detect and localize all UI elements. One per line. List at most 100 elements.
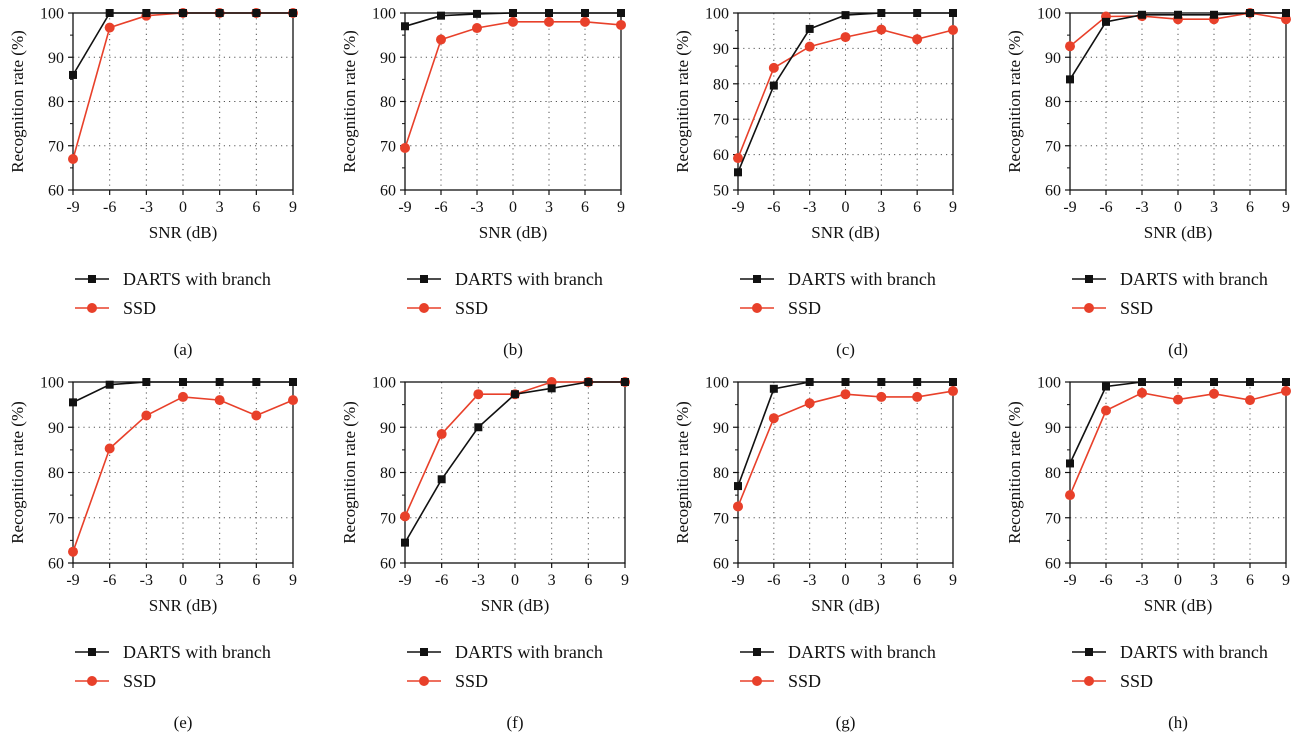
data-point-darts <box>805 24 814 33</box>
y-tick-label: 60 <box>380 183 396 200</box>
legend-marker-circle <box>1084 676 1094 686</box>
y-tick-label: 100 <box>1037 6 1061 23</box>
data-point-darts <box>179 9 187 17</box>
y-tick-label: 100 <box>372 6 396 23</box>
series-line-darts <box>404 381 625 544</box>
y-axis-label: Recognition rate (%) <box>1005 401 1024 544</box>
data-point-darts <box>179 378 187 386</box>
data-point-ssd <box>580 16 590 27</box>
y-tick-label: 70 <box>380 510 396 527</box>
data-point-ssd <box>804 41 815 52</box>
legend-entry-darts: DARTS with branch <box>75 642 271 662</box>
legend-entry-darts: DARTS with branch <box>1072 642 1268 662</box>
data-point-ssd <box>948 24 958 35</box>
data-point-darts <box>913 9 922 17</box>
data-point-darts <box>1282 9 1290 17</box>
data-point-darts <box>913 378 922 386</box>
x-tick-label: 0 <box>1174 199 1182 216</box>
data-point-ssd <box>288 395 298 406</box>
legend-marker-square <box>420 275 428 283</box>
data-point-darts <box>1102 17 1110 26</box>
x-tick-label: 9 <box>1282 199 1290 216</box>
x-axis-label: SNR (dB) <box>481 596 549 615</box>
y-tick-label: 80 <box>380 94 396 111</box>
x-tick-label: -3 <box>470 199 483 216</box>
legend-label: DARTS with branch <box>1120 269 1268 289</box>
y-tick-label: 90 <box>48 50 64 67</box>
data-point-ssd <box>912 391 923 402</box>
panel-label: (f) <box>507 713 524 732</box>
x-tick-label: 6 <box>913 572 921 589</box>
x-tick-label: 3 <box>545 199 553 216</box>
legend-entry-darts: DARTS with branch <box>740 642 936 662</box>
x-tick-label: -6 <box>434 199 447 216</box>
data-point-darts <box>289 378 297 386</box>
x-tick-label: -9 <box>1063 199 1076 216</box>
legend-label: SSD <box>455 298 488 318</box>
series-line-ssd <box>404 381 625 517</box>
legend-entry-ssd: SSD <box>740 298 821 318</box>
data-point-darts <box>1246 378 1254 386</box>
chart-panel-5: -9 -6 -3 0 3 6 9 60 70 80 90 100 SNR (dB) Recognition… <box>8 375 298 732</box>
data-point-darts <box>252 378 261 386</box>
x-tick-label: -6 <box>103 572 116 589</box>
x-tick-label: 3 <box>877 572 885 589</box>
data-point-ssd <box>544 16 554 27</box>
legend-entry-ssd: SSD <box>1072 671 1153 691</box>
x-tick-label: -9 <box>66 572 79 589</box>
x-tick-label: -3 <box>472 572 485 589</box>
data-point-darts <box>584 378 593 386</box>
y-axis-label: Recognition rate (%) <box>1005 30 1024 173</box>
data-point-ssd <box>68 546 78 557</box>
data-point-ssd <box>473 389 484 400</box>
y-axis-label: Recognition rate (%) <box>673 401 692 544</box>
legend-label: DARTS with branch <box>1120 642 1268 662</box>
legend-entry-darts: DARTS with branch <box>740 269 936 289</box>
panel-label: (b) <box>503 340 523 359</box>
data-point-darts <box>841 378 850 386</box>
chart-panel-2: -9 -6 -3 0 3 6 9 60 70 80 90 100 SNR (dB) Recognition… <box>340 6 626 359</box>
data-point-ssd <box>251 410 262 421</box>
y-tick-label: 100 <box>40 375 64 392</box>
data-point-darts <box>949 378 957 386</box>
data-point-ssd <box>876 24 887 35</box>
data-point-ssd <box>616 19 626 30</box>
data-point-darts <box>617 9 625 17</box>
legend-marker-circle <box>87 676 97 686</box>
data-point-darts <box>805 378 814 386</box>
x-tick-label: 6 <box>1246 199 1254 216</box>
x-tick-label: 9 <box>289 572 297 589</box>
x-tick-label: 0 <box>179 572 187 589</box>
legend-entry-ssd: SSD <box>407 298 488 318</box>
x-tick-label: -9 <box>731 199 744 216</box>
y-axis-label: Recognition rate (%) <box>340 401 359 544</box>
data-point-darts <box>1102 382 1110 391</box>
x-tick-label: 0 <box>842 572 850 589</box>
data-point-darts <box>547 384 556 393</box>
data-point-ssd <box>508 16 518 27</box>
data-point-ssd <box>876 391 887 402</box>
data-point-darts <box>69 70 77 79</box>
data-point-ssd <box>840 389 851 400</box>
legend-label: SSD <box>1120 671 1153 691</box>
x-tick-label: 6 <box>252 572 260 589</box>
x-tick-label: -6 <box>1099 199 1112 216</box>
series-line-ssd <box>1069 390 1287 496</box>
y-tick-label: 60 <box>1045 183 1061 200</box>
x-tick-label: -6 <box>767 199 780 216</box>
data-point-darts <box>473 9 481 18</box>
y-tick-label: 90 <box>48 420 64 437</box>
data-point-ssd <box>472 23 482 34</box>
data-point-ssd <box>400 142 410 153</box>
y-axis-label: Recognition rate (%) <box>340 30 359 173</box>
legend-entry-ssd: SSD <box>407 671 488 691</box>
data-point-darts <box>437 475 446 484</box>
y-tick-label: 80 <box>48 94 64 111</box>
legend-marker-circle <box>87 303 97 313</box>
legend-label: SSD <box>123 298 156 318</box>
x-tick-label: 3 <box>216 572 224 589</box>
y-tick-label: 70 <box>48 138 64 155</box>
data-point-ssd <box>1209 388 1219 399</box>
y-tick-label: 90 <box>380 50 396 67</box>
